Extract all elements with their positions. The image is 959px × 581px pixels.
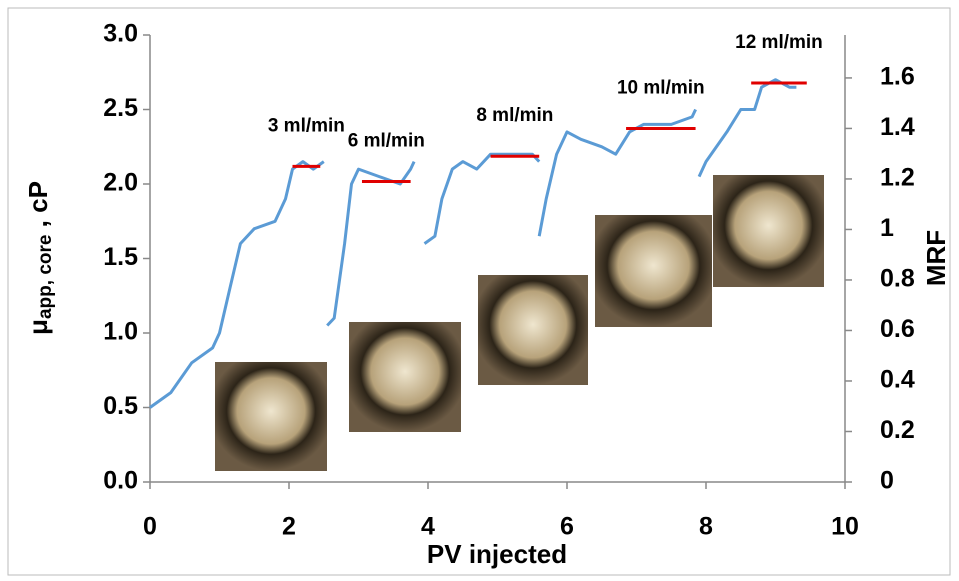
y2-tick-label: 0.4 [880,366,915,394]
y-tick-label: 2.0 [103,169,138,197]
photo [478,275,588,385]
y2-axis-title: MRF [921,230,951,286]
y-title-sub: app, core [35,235,56,319]
chart: PV injected MRF μapp, core , cP 0.0 0.5 1.… [0,0,959,581]
photo [215,362,327,471]
y-tick-label: 0.5 [103,392,138,420]
y2-tick-label: 1 [880,214,894,242]
flow-rate-label: 3 ml/min [268,115,345,136]
y2-tick-label: 0.8 [880,265,915,293]
y2-tick-label: 1.4 [880,113,915,141]
flow-rate-label: 10 ml/min [617,77,705,98]
photo [595,215,712,327]
x-tick-label: 10 [831,513,859,541]
x-axis-title: PV injected [427,539,567,569]
flow-rate-label: 12 ml/min [735,32,823,53]
photo [349,322,461,432]
y-tick-label: 1.5 [103,243,138,271]
y2-tick-label: 1.2 [880,164,915,192]
photo [713,175,824,287]
y-title-main: μ [23,319,53,335]
y-tick-label: 1.0 [103,318,138,346]
y2-tick-label: 0.6 [880,315,915,343]
y-tick-label: 2.5 [103,94,138,122]
x-tick-label: 6 [560,513,574,541]
y2-tick-label: 1.6 [880,63,915,91]
y2-tick-label: 0.2 [880,416,915,444]
y-title-suffix: , cP [23,181,53,234]
flow-rate-label: 6 ml/min [348,130,425,151]
y2-tick-label: 0 [880,467,894,495]
x-tick-label: 0 [143,513,157,541]
x-tick-label: 8 [699,513,713,541]
y-tick-label: 0.0 [103,467,138,495]
x-tick-label: 2 [282,513,296,541]
y-tick-label: 3.0 [103,20,138,48]
x-tick-label: 4 [421,513,435,541]
flow-rate-label: 8 ml/min [476,105,553,126]
